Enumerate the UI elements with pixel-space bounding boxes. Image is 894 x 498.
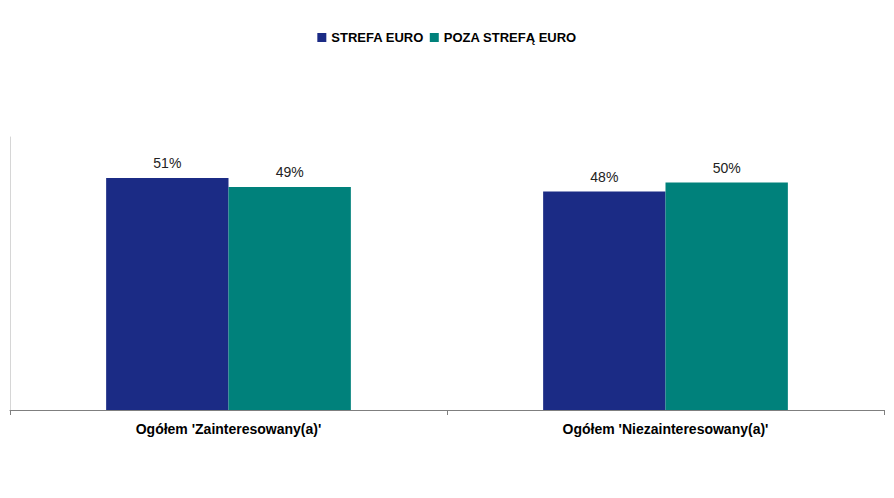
svg-text:STREFA EURO: STREFA EURO xyxy=(331,30,423,45)
svg-text:49%: 49% xyxy=(276,164,304,180)
svg-text:Ogółem 'Niezainteresowany(a)': Ogółem 'Niezainteresowany(a)' xyxy=(563,421,769,437)
svg-text:51%: 51% xyxy=(153,155,181,171)
svg-text:POZA STREFĄ EURO: POZA STREFĄ EURO xyxy=(444,30,576,45)
svg-text:Ogółem 'Zainteresowany(a)': Ogółem 'Zainteresowany(a)' xyxy=(136,421,322,437)
svg-text:50%: 50% xyxy=(713,160,741,176)
svg-text:48%: 48% xyxy=(590,169,618,185)
